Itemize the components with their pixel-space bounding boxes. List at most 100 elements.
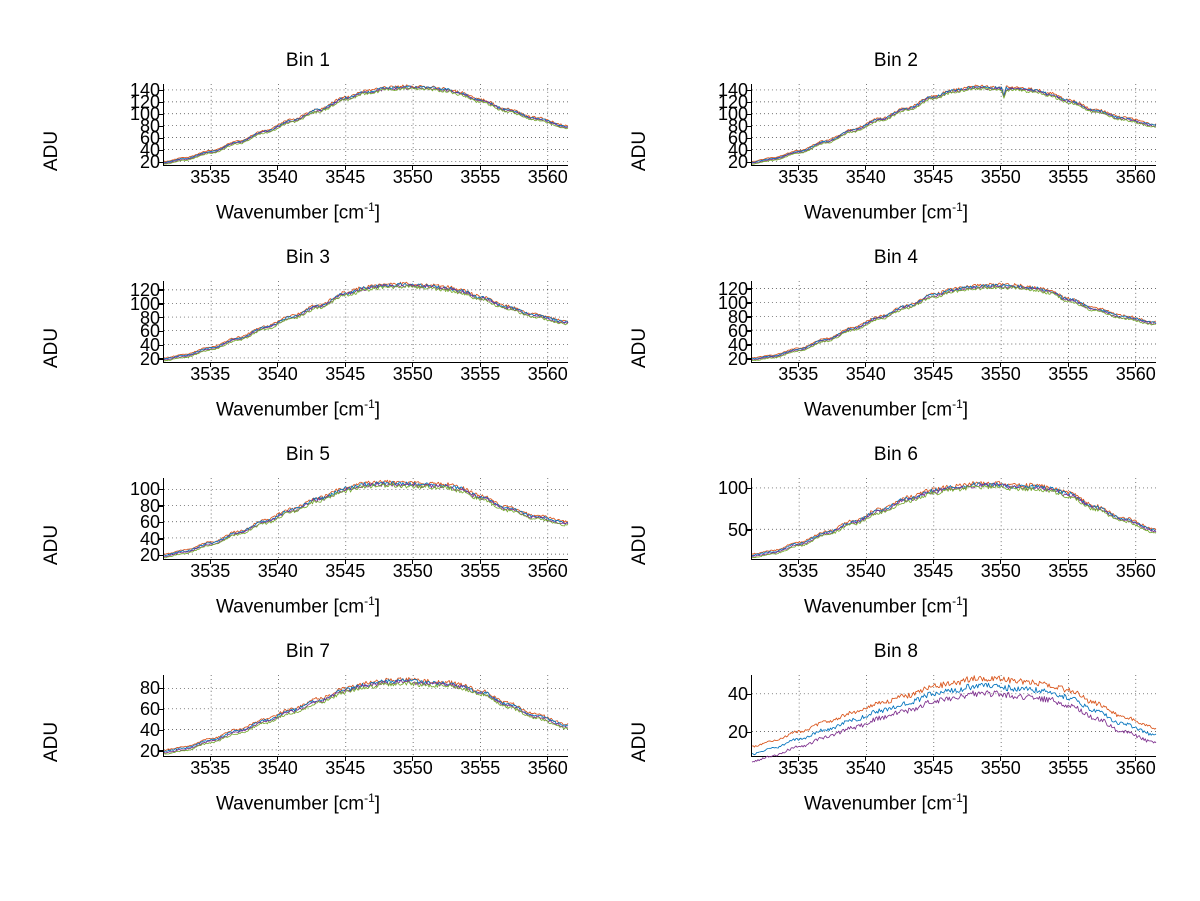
x-tick-label: 3560 bbox=[1115, 561, 1156, 581]
x-tick-mark bbox=[209, 560, 211, 564]
plot-area bbox=[163, 84, 569, 166]
x-tick-label: 3555 bbox=[1048, 758, 1089, 778]
x-tick-label: 3560 bbox=[527, 758, 568, 778]
data-series-line bbox=[163, 681, 569, 755]
y-tick-label: 100 bbox=[717, 478, 748, 499]
data-series-line bbox=[751, 86, 1156, 164]
data-series-line bbox=[163, 679, 569, 754]
x-axis-label-text: Wavenumber [cm bbox=[803, 793, 953, 815]
y-tick-mark bbox=[159, 101, 163, 103]
plot-svg bbox=[163, 675, 569, 756]
y-tick-mark bbox=[747, 89, 751, 91]
x-tick-label: 3555 bbox=[460, 364, 501, 384]
x-axis-label-text: Wavenumber [cm bbox=[215, 202, 365, 224]
y-tick-mark bbox=[159, 113, 163, 116]
data-series-line bbox=[163, 85, 569, 163]
y-tick-label: 140 bbox=[129, 80, 160, 101]
x-axis-label-exponent: -1 bbox=[364, 594, 375, 608]
data-series-line bbox=[163, 281, 569, 359]
plot-area bbox=[751, 675, 1157, 763]
subplot-panel-8: Bin 8 ADU Wavenumber [cm-1] 20 40 3535 3540 354… bbox=[596, 639, 1196, 843]
x-tick-label: 3545 bbox=[913, 364, 954, 384]
y-tick-mark bbox=[747, 330, 751, 332]
y-tick-label: 80 bbox=[727, 306, 748, 327]
x-tick-mark bbox=[1067, 166, 1069, 170]
x-tick-mark bbox=[344, 363, 346, 367]
y-tick-mark bbox=[159, 708, 163, 711]
x-tick-label: 3535 bbox=[778, 167, 819, 187]
y-tick-mark bbox=[747, 316, 751, 318]
x-tick-mark bbox=[1000, 363, 1002, 367]
x-tick-label: 3540 bbox=[845, 167, 886, 187]
x-tick-label: 3535 bbox=[778, 758, 819, 778]
y-tick-label: 20 bbox=[727, 348, 748, 369]
x-tick-label: 3550 bbox=[392, 758, 433, 778]
y-tick-label: 50 bbox=[727, 519, 748, 540]
x-tick-label: 3540 bbox=[845, 561, 886, 581]
x-tick-mark bbox=[547, 166, 549, 170]
data-series-line bbox=[751, 84, 1157, 162]
panel-title: Bin 6 bbox=[873, 444, 919, 465]
y-tick-label: 80 bbox=[139, 495, 160, 516]
subplot-panel-6: Bin 6 ADU Wavenumber [cm-1] 50 100 3535 3540 35… bbox=[596, 442, 1196, 646]
y-tick-label: 40 bbox=[727, 334, 748, 355]
x-tick-label: 3540 bbox=[257, 758, 298, 778]
y-tick-label: 40 bbox=[139, 335, 160, 356]
x-tick-label: 3550 bbox=[980, 364, 1021, 384]
plot-svg bbox=[751, 478, 1157, 559]
y-tick-mark bbox=[159, 330, 163, 333]
plot-area bbox=[751, 478, 1157, 560]
x-tick-label: 3545 bbox=[325, 561, 366, 581]
grid-lines bbox=[164, 84, 568, 165]
x-axis-label-text: Wavenumber [cm bbox=[215, 596, 365, 618]
x-tick-label: 3560 bbox=[1115, 364, 1156, 384]
data-series-line bbox=[751, 283, 1157, 360]
x-axis-label: Wavenumber [cm-1] bbox=[626, 594, 1146, 618]
x-tick-label: 3535 bbox=[190, 758, 231, 778]
x-tick-mark bbox=[1067, 363, 1069, 367]
x-tick-mark bbox=[1000, 757, 1002, 761]
plot-area bbox=[163, 675, 569, 757]
y-tick-label: 120 bbox=[717, 278, 748, 299]
x-tick-mark bbox=[344, 560, 346, 564]
x-tick-label: 3545 bbox=[325, 167, 366, 187]
data-series-line bbox=[751, 682, 1157, 756]
y-tick-label: 60 bbox=[139, 512, 160, 533]
grid-lines bbox=[752, 281, 1156, 362]
data-series-line bbox=[163, 483, 569, 559]
plot-svg bbox=[751, 84, 1157, 165]
x-tick-label: 3535 bbox=[190, 364, 231, 384]
grid-lines bbox=[752, 675, 1156, 756]
x-tick-mark bbox=[797, 166, 799, 170]
x-axis-label-bracket: ] bbox=[374, 399, 381, 421]
data-series-line bbox=[751, 480, 1157, 555]
x-tick-mark bbox=[547, 363, 549, 367]
x-tick-label: 3540 bbox=[257, 167, 298, 187]
x-tick-mark bbox=[277, 757, 279, 761]
y-axis-label: ADU bbox=[41, 721, 62, 763]
plot-svg bbox=[163, 478, 569, 559]
y-tick-mark bbox=[159, 125, 163, 128]
data-series-line bbox=[751, 285, 1157, 362]
x-tick-label: 3540 bbox=[257, 561, 298, 581]
panel-title: Bin 3 bbox=[285, 247, 331, 268]
x-tick-mark bbox=[865, 560, 867, 564]
x-tick-mark bbox=[1000, 166, 1002, 170]
data-series-line bbox=[163, 678, 569, 753]
x-axis-label-text: Wavenumber [cm bbox=[803, 596, 953, 618]
data-series-line bbox=[751, 675, 1157, 748]
x-tick-label: 3550 bbox=[392, 561, 433, 581]
y-tick-mark bbox=[159, 161, 163, 164]
x-tick-mark bbox=[932, 560, 934, 564]
x-axis-label-exponent: -1 bbox=[952, 397, 963, 411]
y-tick-label: 100 bbox=[129, 293, 160, 314]
x-axis-label: Wavenumber [cm-1] bbox=[38, 594, 558, 618]
data-series-line bbox=[163, 282, 569, 360]
x-axis-label: Wavenumber [cm-1] bbox=[38, 397, 558, 421]
x-tick-mark bbox=[1067, 560, 1069, 564]
y-tick-mark bbox=[747, 101, 751, 103]
x-tick-label: 3545 bbox=[913, 561, 954, 581]
x-tick-mark bbox=[479, 560, 481, 564]
plot-svg bbox=[751, 675, 1157, 763]
y-tick-label: 40 bbox=[139, 720, 160, 740]
